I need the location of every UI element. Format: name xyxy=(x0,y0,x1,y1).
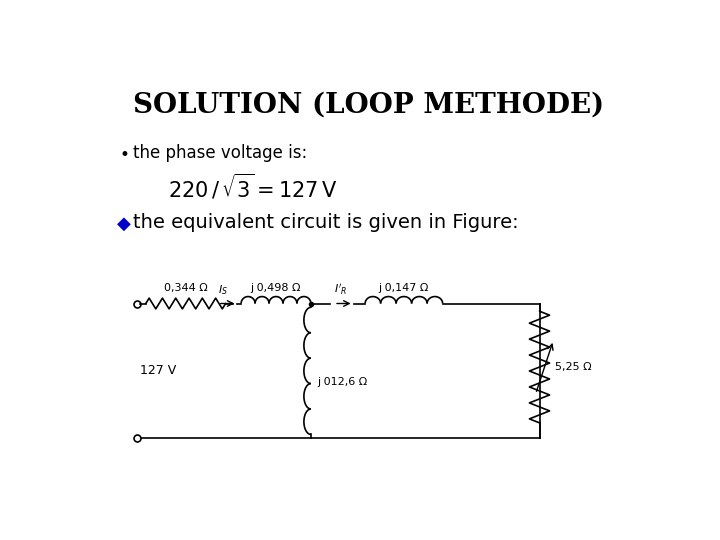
Text: the phase voltage is:: the phase voltage is: xyxy=(132,144,307,162)
Text: 0,344 Ω: 0,344 Ω xyxy=(164,283,207,293)
Text: •: • xyxy=(120,146,130,164)
Text: $220\,/\,\sqrt{3} = 127\,\mathrm{V}$: $220\,/\,\sqrt{3} = 127\,\mathrm{V}$ xyxy=(168,173,337,202)
Text: the equivalent circuit is given in Figure:: the equivalent circuit is given in Figur… xyxy=(132,213,518,232)
Text: 5,25 Ω: 5,25 Ω xyxy=(555,362,592,372)
Text: $I_S$: $I_S$ xyxy=(218,284,228,298)
Text: j 0,498 Ω: j 0,498 Ω xyxy=(251,283,301,293)
Text: j 012,6 Ω: j 012,6 Ω xyxy=(317,377,367,387)
Text: ◆: ◆ xyxy=(117,215,131,233)
Text: j 0,147 Ω: j 0,147 Ω xyxy=(379,283,429,293)
Text: SOLUTION (LOOP METHODE): SOLUTION (LOOP METHODE) xyxy=(133,92,605,119)
Text: 127 V: 127 V xyxy=(140,364,176,377)
Text: $I'_R$: $I'_R$ xyxy=(334,282,347,298)
